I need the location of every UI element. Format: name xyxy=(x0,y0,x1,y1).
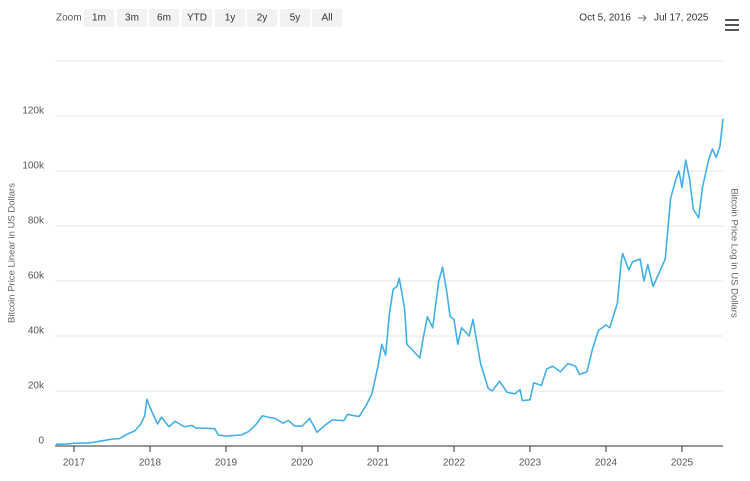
y2-axis-title: Bitcoin Price Log in US Dollars xyxy=(728,188,739,318)
x-tick-label: 2019 xyxy=(215,458,238,469)
y-tick-label: 60k xyxy=(28,271,45,282)
x-tick-label: 2025 xyxy=(671,458,694,469)
x-tick-label: 2024 xyxy=(595,458,618,469)
y-tick-label: 40k xyxy=(28,326,45,337)
zoom-button[interactable] xyxy=(215,9,245,27)
price-line xyxy=(55,118,724,446)
zoom-button[interactable] xyxy=(280,9,310,27)
y-tick-label: 0 xyxy=(38,436,44,447)
date-to[interactable]: Jul 17, 2025 xyxy=(654,13,709,24)
y-tick-label: 80k xyxy=(28,216,45,227)
x-tick-label: 2018 xyxy=(139,458,162,469)
x-tick-label: 2022 xyxy=(443,458,466,469)
menu-icon[interactable] xyxy=(725,19,739,31)
zoom-button-label: 5y xyxy=(290,13,301,24)
x-tick-label: 2023 xyxy=(519,458,542,469)
zoom-button-label: All xyxy=(321,13,332,24)
zoom-button[interactable] xyxy=(149,9,179,27)
y-tick-label: 120k xyxy=(22,106,45,117)
zoom-button[interactable] xyxy=(312,9,342,27)
x-tick-label: 2020 xyxy=(291,458,314,469)
zoom-button[interactable] xyxy=(117,9,147,27)
menu-bar xyxy=(725,29,739,31)
y-axis-title: Bitcoin Price Linear in US Dollars xyxy=(7,183,18,323)
x-tick-label: 2017 xyxy=(63,458,86,469)
y-tick-label: 20k xyxy=(28,381,45,392)
zoom-button[interactable] xyxy=(84,9,114,27)
zoom-button[interactable] xyxy=(182,9,212,27)
zoom-button[interactable] xyxy=(247,9,277,27)
menu-bar xyxy=(725,24,739,26)
zoom-label: Zoom xyxy=(56,13,82,24)
menu-bar xyxy=(725,19,739,21)
zoom-button-label: YTD xyxy=(187,13,207,24)
zoom-button-label: 6m xyxy=(157,13,171,24)
arrow-icon xyxy=(638,14,647,22)
y-tick-label: 100k xyxy=(22,161,45,172)
zoom-button-label: 3m xyxy=(125,13,139,24)
x-tick-label: 2021 xyxy=(367,458,390,469)
date-from[interactable]: Oct 5, 2016 xyxy=(579,13,631,24)
zoom-button-label: 1y xyxy=(225,13,236,24)
zoom-button-label: 2y xyxy=(257,13,268,24)
zoom-button-label: 1m xyxy=(92,13,106,24)
